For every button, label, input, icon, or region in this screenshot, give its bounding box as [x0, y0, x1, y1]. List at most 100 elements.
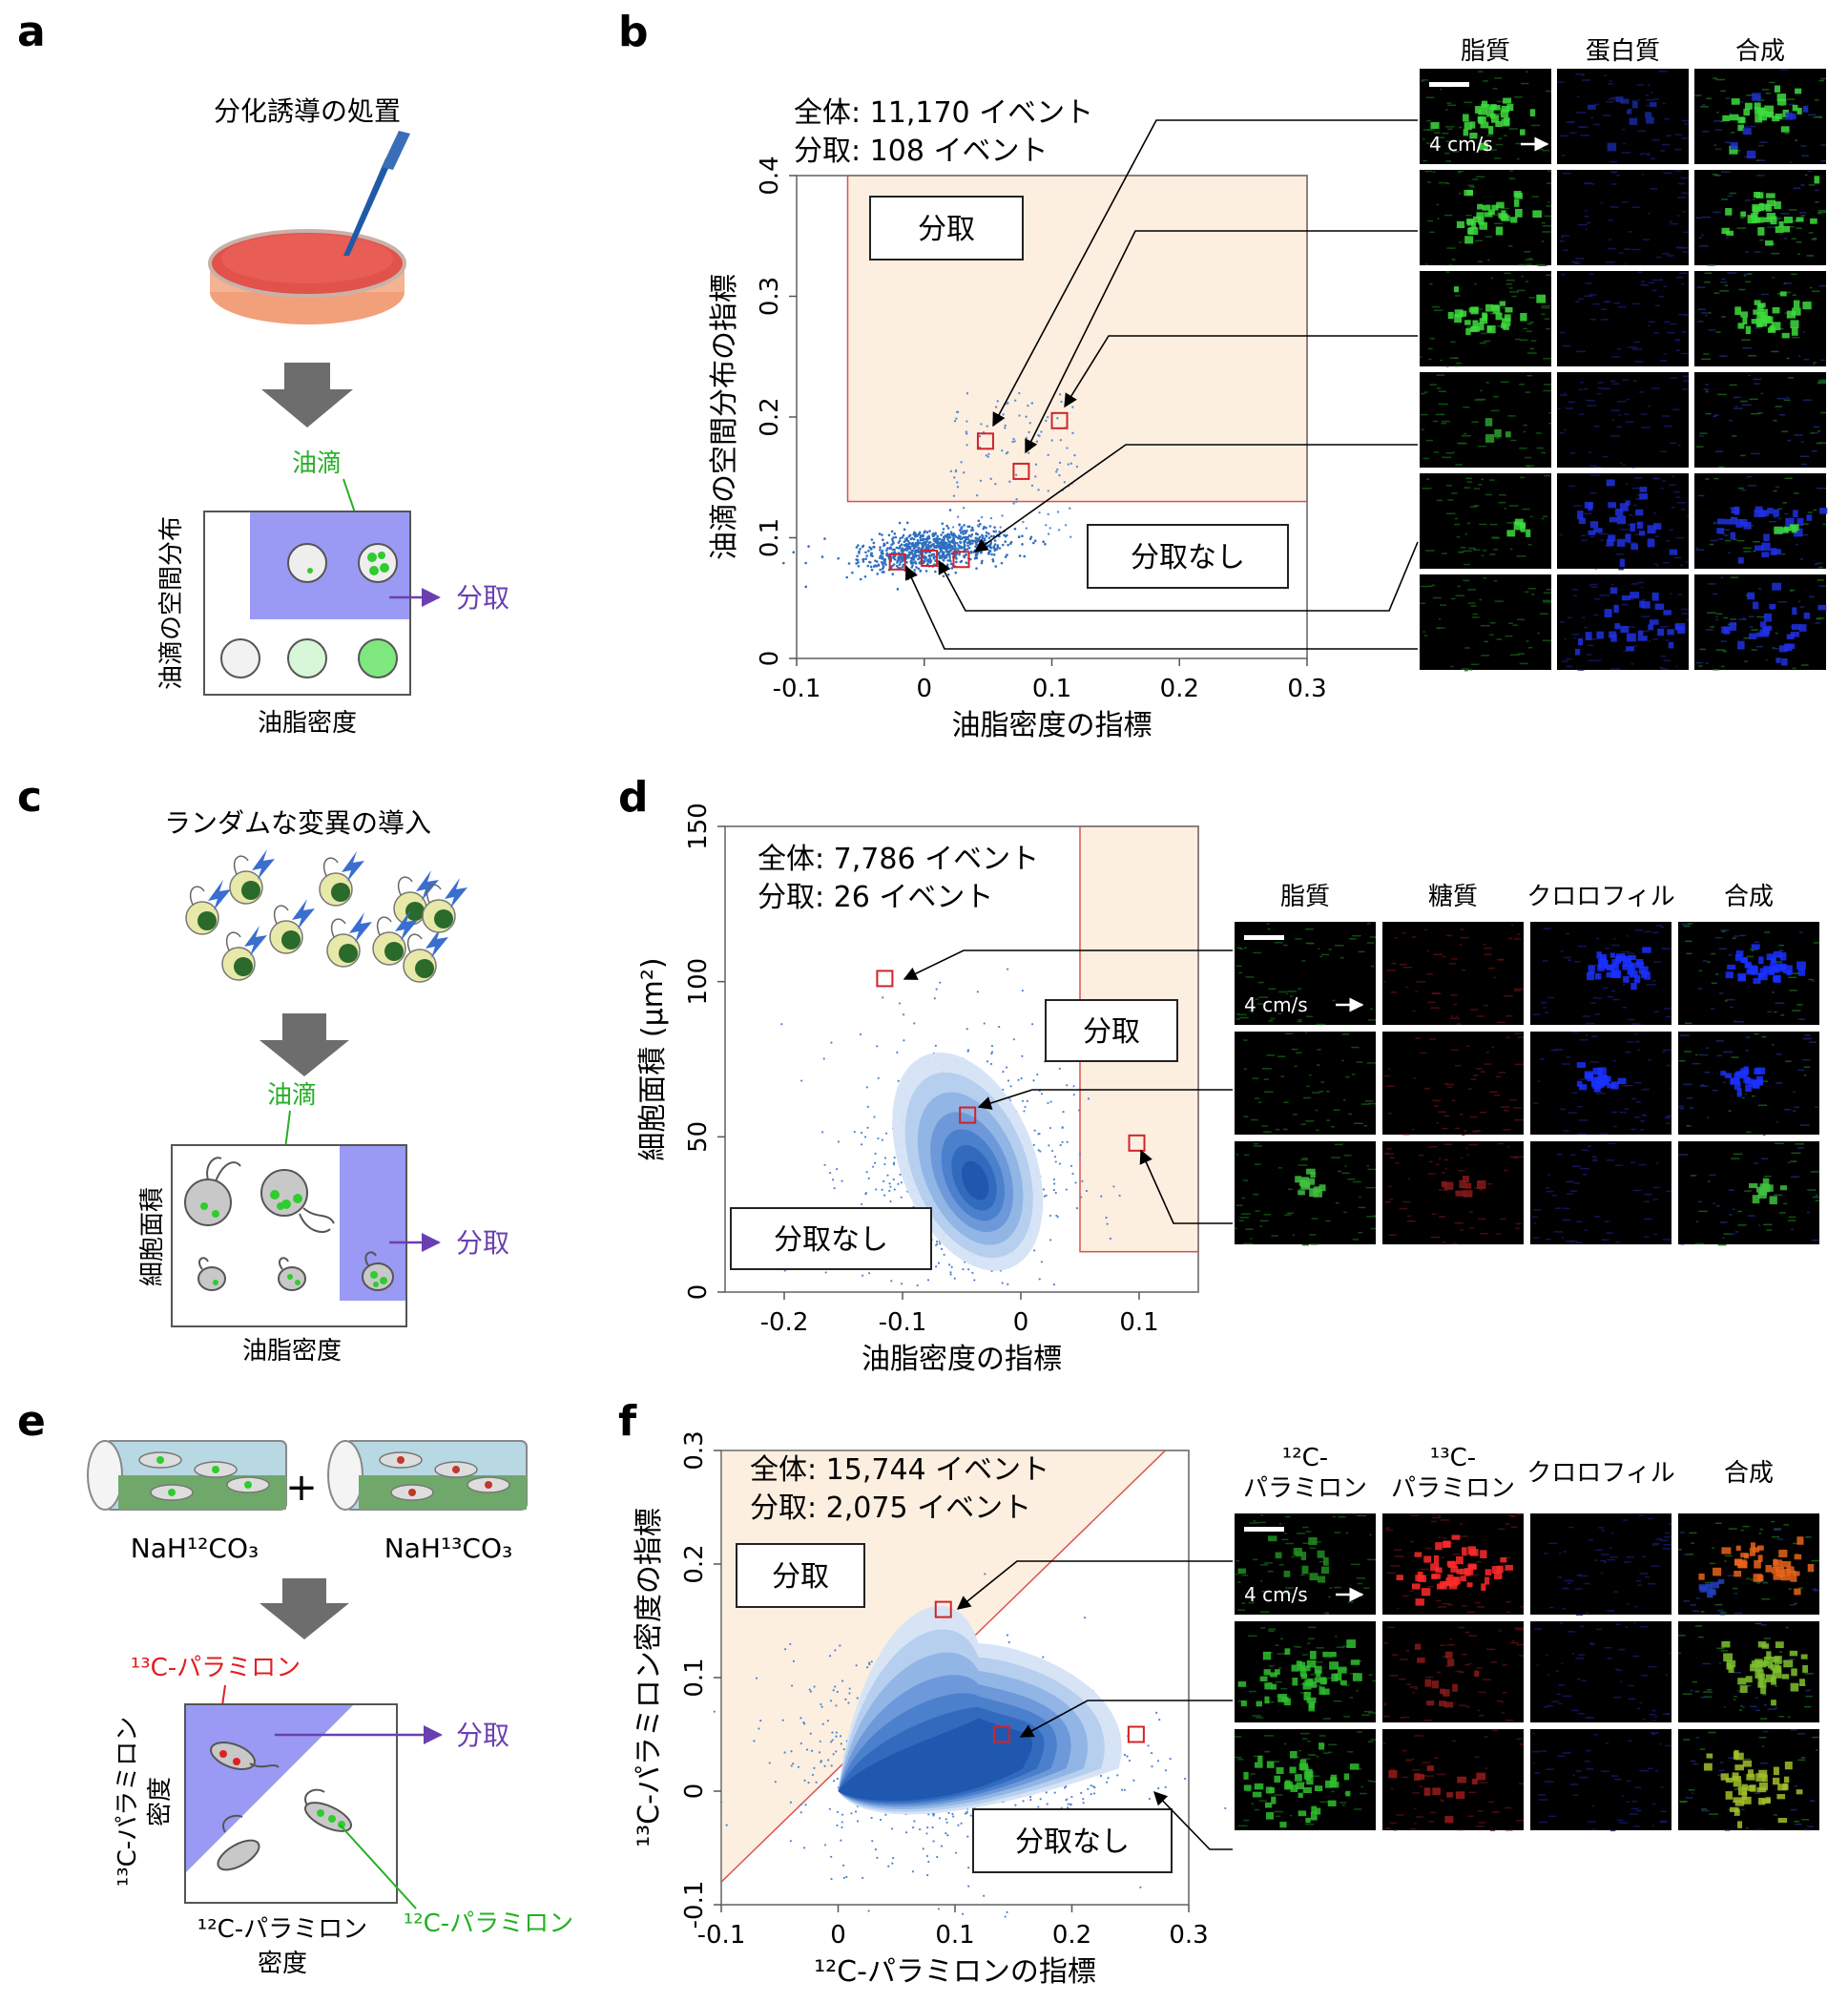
data-point: [992, 553, 996, 556]
noise-pixel: [1652, 980, 1656, 982]
noise-pixel: [1451, 1099, 1456, 1102]
data-point: [994, 406, 998, 408]
noise-pixel: [1573, 636, 1577, 639]
data-point: [866, 1105, 869, 1108]
noise-pixel: [1429, 1007, 1440, 1010]
data-point: [1053, 1156, 1057, 1158]
noise-pixel: [1705, 314, 1708, 317]
signal-pixel: [1754, 509, 1764, 518]
x-axis-label: 油脂密度の指標: [862, 1343, 1062, 1376]
data-point: [967, 1867, 970, 1869]
noise-pixel: [1713, 144, 1716, 146]
noise-pixel: [1684, 314, 1689, 316]
data-point: [934, 532, 937, 534]
noise-pixel: [1439, 1216, 1446, 1218]
noise-pixel: [1640, 586, 1644, 589]
noise-pixel: [1244, 947, 1247, 949]
noise-pixel: [1487, 968, 1493, 970]
signal-pixel: [1773, 975, 1780, 982]
data-point: [979, 479, 983, 483]
noise-pixel: [1459, 944, 1463, 946]
noise-pixel: [1471, 1131, 1480, 1133]
noise-pixel: [1777, 600, 1788, 603]
noise-pixel: [1669, 1087, 1672, 1089]
noise-pixel: [1796, 241, 1802, 243]
data-point: [1092, 1792, 1096, 1795]
noise-pixel: [1427, 347, 1433, 350]
noise-pixel: [1261, 1125, 1268, 1127]
data-point: [820, 1760, 822, 1763]
signal-pixel: [1520, 312, 1527, 322]
data-point: [883, 1162, 886, 1166]
microscopy-image: [1382, 922, 1524, 1025]
noise-pixel: [1582, 1015, 1590, 1017]
data-point: [970, 542, 974, 545]
highlighted-point: [1128, 1134, 1146, 1152]
noise-pixel: [1445, 512, 1456, 515]
data-point: [968, 542, 972, 546]
noise-pixel: [1239, 1217, 1250, 1219]
signal-pixel: [1608, 534, 1616, 542]
noise-pixel: [1606, 1159, 1614, 1161]
noise-pixel: [1646, 984, 1656, 986]
noise-pixel: [1542, 960, 1548, 962]
noise-pixel: [1746, 955, 1755, 958]
data-point: [946, 527, 950, 530]
noise-pixel: [1433, 309, 1443, 312]
noise-pixel: [1429, 282, 1433, 285]
panel-f: f -0.1 0 0.1 0.2 0.3-0.100.10.20.3¹²C-パラミロンの…: [618, 1397, 1227, 1989]
noise-pixel: [1669, 442, 1677, 444]
data-point: [832, 1689, 835, 1692]
noise-pixel: [1680, 608, 1689, 611]
noise-pixel: [1472, 549, 1481, 552]
data-point: [1017, 535, 1021, 538]
noise-pixel: [1608, 239, 1611, 240]
noise-pixel: [1704, 281, 1711, 283]
noise-pixel: [1638, 391, 1645, 393]
data-point: [893, 1188, 896, 1191]
noise-pixel: [1681, 613, 1689, 615]
noise-pixel: [1456, 362, 1462, 365]
data-point: [878, 532, 882, 535]
noise-pixel: [1235, 1018, 1240, 1020]
signal-pixel: [1609, 516, 1618, 523]
noise-pixel: [1577, 946, 1588, 948]
noise-pixel: [1674, 148, 1682, 151]
noise-pixel: [1266, 1054, 1276, 1056]
noise-pixel: [1442, 456, 1452, 459]
signal-pixel: [1588, 530, 1596, 535]
signal-pixel: [1775, 226, 1784, 234]
data-point: [922, 561, 925, 565]
noise-pixel: [1565, 657, 1572, 660]
noise-pixel: [1388, 1234, 1397, 1237]
noise-pixel: [1438, 1111, 1446, 1113]
signal-pixel: [1487, 326, 1493, 332]
signal-pixel: [1617, 1077, 1627, 1085]
highlighted-point: [959, 1106, 977, 1124]
data-point: [1045, 419, 1048, 423]
data-point: [799, 1803, 802, 1806]
noise-pixel: [1464, 563, 1470, 566]
scatter-plot-b: -0.1 0 0.1 0.2 0.300.10.20.30.4油脂密度の指標油滴の空間分…: [708, 156, 1327, 742]
data-point: [800, 1079, 803, 1082]
data-point: [836, 1690, 839, 1694]
noise-pixel: [1478, 71, 1484, 73]
data-point: [1008, 542, 1012, 545]
noise-pixel: [1612, 1125, 1617, 1128]
noise-pixel: [1483, 576, 1486, 579]
data-point: [876, 1045, 879, 1048]
signal-pixel: [1462, 1176, 1469, 1183]
data-point: [868, 1272, 871, 1275]
noise-pixel: [1640, 413, 1648, 415]
noise-pixel: [1563, 1130, 1569, 1132]
data-point: [935, 1265, 938, 1268]
noise-pixel: [1559, 1108, 1566, 1111]
data-point: [983, 525, 986, 529]
noise-pixel: [1458, 171, 1462, 174]
noise-pixel: [1788, 1216, 1796, 1219]
noise-pixel: [1242, 1179, 1249, 1181]
data-point: [780, 1023, 783, 1026]
noise-pixel: [1807, 511, 1813, 513]
data-point: [976, 524, 980, 527]
data-point: [959, 541, 963, 544]
